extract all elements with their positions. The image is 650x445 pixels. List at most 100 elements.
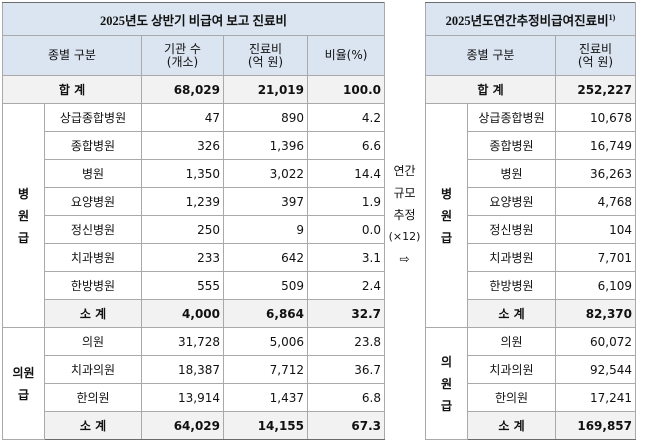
row-name: 정신병원: [44, 215, 142, 244]
row-name: 한방병원: [44, 271, 142, 300]
row-cost: 7,701: [555, 243, 636, 272]
cat-char: 의원: [12, 365, 35, 380]
row-ratio: 6.8: [307, 383, 385, 412]
row-cost: 1,437: [223, 383, 308, 412]
header-cost-line1: 진료비: [578, 41, 613, 56]
total-ratio: 100.0: [307, 75, 385, 104]
total-row: 합 계 68,029 21,019 100.0: [2, 75, 385, 104]
row-name: 치과의원: [44, 355, 142, 384]
header-inst-line2: (개소): [166, 54, 199, 69]
total-row: 합 계 252,227: [425, 75, 636, 104]
row-cost: 397: [223, 187, 308, 216]
row-name: 요양병원: [467, 187, 556, 216]
header-cost: 진료비 (억 원): [555, 35, 636, 76]
row-name: 정신병원: [467, 215, 556, 244]
row-cost: 4,768: [555, 187, 636, 216]
table-row: 의원 급 의원 31,728 5,006 23.8: [2, 327, 385, 440]
row-inst: 47: [141, 103, 224, 132]
subtotal-ratio: 32.7: [307, 299, 385, 328]
table-row: 치과의원 92,544: [426, 355, 636, 384]
row-name: 병원: [467, 159, 556, 188]
cat-char: 급: [440, 398, 453, 413]
table-row: 치과병원 7,701: [426, 243, 636, 272]
row-cost: 1,396: [223, 131, 308, 160]
table-row: 병원 36,263: [426, 159, 636, 188]
header-cost-line2: (억 원): [577, 54, 614, 69]
row-ratio: 4.2: [307, 103, 385, 132]
row-ratio: 14.4: [307, 159, 385, 188]
table-row: 한의원 13,914 1,437 6.8: [3, 383, 385, 412]
cat-char: 급: [17, 387, 30, 402]
row-name: 병원: [44, 159, 142, 188]
subtotal-row: 소 계 64,029 14,155 67.3: [3, 411, 385, 440]
row-name: 종합병원: [467, 131, 556, 160]
row-ratio: 23.8: [307, 327, 385, 356]
table-row: 병 원 급 상급종합병원 10,678: [425, 103, 636, 328]
cat-char: 병: [440, 186, 453, 201]
row-inst: 18,387: [141, 355, 224, 384]
subtotal-row: 소 계 169,857: [426, 411, 636, 440]
cat-char: 병: [17, 186, 30, 201]
row-name: 치과병원: [44, 243, 142, 272]
row-ratio: 0.0: [307, 215, 385, 244]
subtotal-inst: 64,029: [141, 411, 224, 440]
subtotal-cost: 14,155: [223, 411, 308, 440]
total-cost: 252,227: [555, 75, 636, 104]
row-name: 한의원: [44, 383, 142, 412]
table-row: 요양병원 4,768: [426, 187, 636, 216]
row-inst: 31,728: [141, 327, 224, 356]
row-cost: 104: [555, 215, 636, 244]
table-row: 요양병원 1,239 397 1.9: [3, 187, 385, 216]
row-inst: 250: [141, 215, 224, 244]
header-type: 종별 구분: [425, 35, 556, 76]
subtotal-cost: 82,370: [555, 299, 636, 328]
row-name: 한의원: [467, 383, 556, 412]
cat-char: 원: [440, 208, 453, 223]
row-ratio: 2.4: [307, 271, 385, 300]
row-inst: 1,239: [141, 187, 224, 216]
subtotal-cost: 169,857: [555, 411, 636, 440]
row-inst: 555: [141, 271, 224, 300]
subtotal-ratio: 67.3: [307, 411, 385, 440]
row-ratio: 6.6: [307, 131, 385, 160]
total-inst: 68,029: [141, 75, 224, 104]
row-name: 치과의원: [467, 355, 556, 384]
subtotal-label: 소 계: [467, 299, 556, 328]
left-table-title: 2025년도 상반기 비급여 보고 진료비: [2, 2, 385, 36]
row-cost: 36,263: [555, 159, 636, 188]
cat-char: 의: [440, 354, 453, 369]
row-cost: 7,712: [223, 355, 308, 384]
annual-estimate-note: 연간 규모 추정 (×12) ⇨: [384, 160, 425, 270]
semiannual-cost-table: 2025년도 상반기 비급여 보고 진료비 종별 구분 기관 수 (개소) 진료…: [2, 2, 385, 440]
table-row: 정신병원 250 9 0.0: [3, 215, 385, 244]
note-line: 연간: [393, 164, 416, 178]
hospital-category: 병 원 급: [2, 103, 45, 328]
subtotal-label: 소 계: [467, 411, 556, 440]
cat-char: 원: [440, 376, 453, 391]
clinic-category: 의원 급: [2, 327, 45, 440]
table-row: 한방병원 6,109: [426, 271, 636, 300]
row-cost: 92,544: [555, 355, 636, 384]
annual-estimate-table: 2025년도연간추정비급여진료비1) 종별 구분 진료비 (억 원) 합 계 2…: [425, 2, 636, 440]
table-row: 한방병원 555 509 2.4: [3, 271, 385, 300]
row-ratio: 36.7: [307, 355, 385, 384]
row-name: 상급종합병원: [44, 103, 142, 132]
total-label: 합 계: [2, 75, 142, 104]
row-name: 종합병원: [44, 131, 142, 160]
subtotal-row: 소 계 82,370: [426, 299, 636, 328]
subtotal-row: 소 계 4,000 6,864 32.7: [3, 299, 385, 328]
row-cost: 60,072: [555, 327, 636, 356]
row-cost: 16,749: [555, 131, 636, 160]
row-name: 상급종합병원: [467, 103, 556, 132]
row-cost: 509: [223, 271, 308, 300]
total-cost: 21,019: [223, 75, 308, 104]
right-arrow-icon: ⇨: [399, 252, 410, 266]
row-name: 한방병원: [467, 271, 556, 300]
header-cost: 진료비 (억 원): [223, 35, 308, 76]
row-ratio: 1.9: [307, 187, 385, 216]
table-row: 병원 1,350 3,022 14.4: [3, 159, 385, 188]
row-inst: 326: [141, 131, 224, 160]
row-cost: 6,109: [555, 271, 636, 300]
table-row: 치과의원 18,387 7,712 36.7: [3, 355, 385, 384]
table-row: 종합병원 326 1,396 6.6: [3, 131, 385, 160]
